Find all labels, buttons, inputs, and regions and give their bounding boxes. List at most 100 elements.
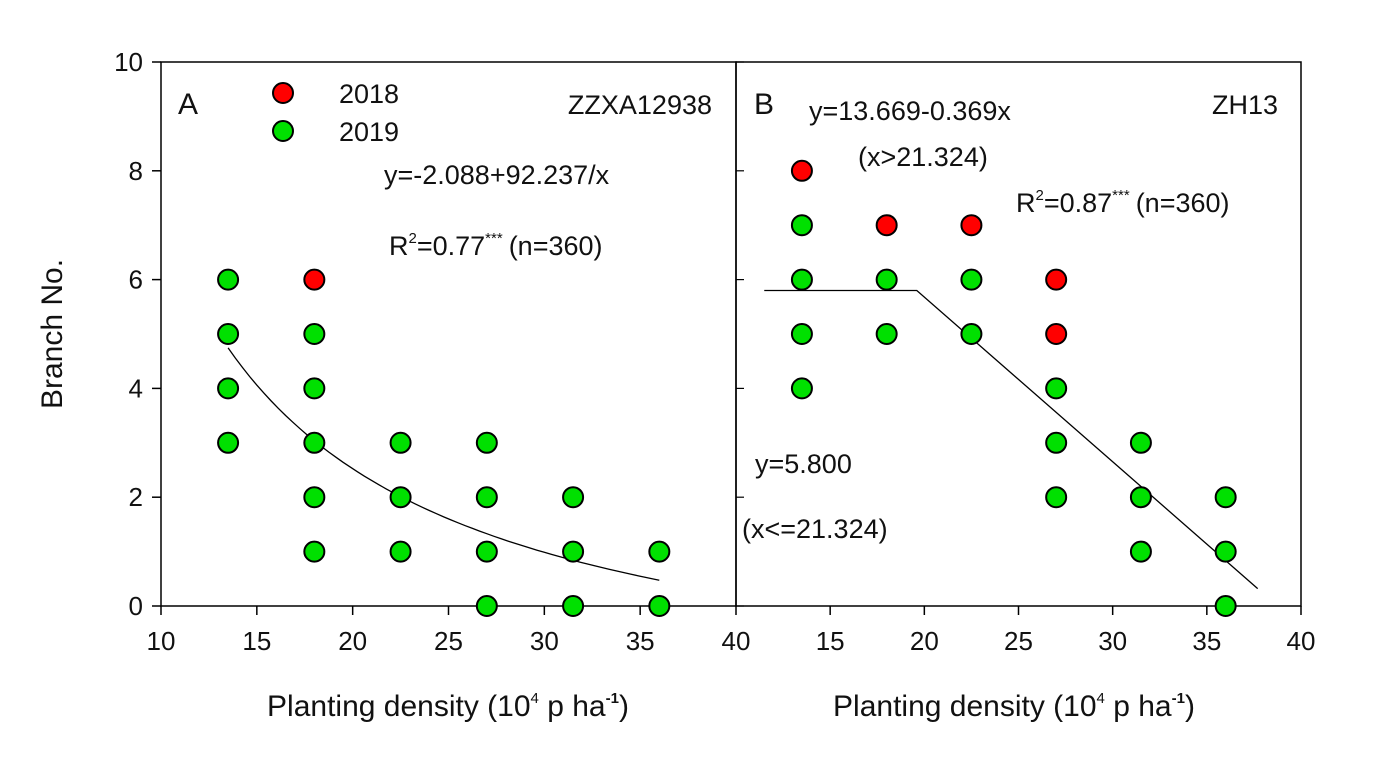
panel-a-xlabel-unit: p ha <box>539 690 606 723</box>
y-tick-label: 8 <box>129 156 143 186</box>
panel-b-point-2019 <box>960 323 983 345</box>
panel-a-r2-value: =0.77 <box>417 231 485 261</box>
panel-a-point-2019 <box>303 377 326 400</box>
panel-b-x-axis-title: Planting density (104 p ha-1) <box>833 690 1195 723</box>
panel-a-x-tick-label: 40 <box>722 626 751 656</box>
panel-a-x-tick-label: 20 <box>338 626 367 656</box>
panel-a-point-2019 <box>475 595 498 617</box>
panel-a-point-2019 <box>562 486 585 509</box>
panel-b-point-2019 <box>790 377 813 400</box>
panel-a-point-2019 <box>217 323 240 345</box>
panel-a-point-2019 <box>475 431 498 454</box>
panel-a-point-2019 <box>303 486 326 509</box>
panel-a-cultivar: ZZXA12938 <box>568 90 712 120</box>
panel-a-point-2019 <box>648 595 671 617</box>
panel-a-xlabel-unit-exp: -1 <box>606 690 619 707</box>
panel-b-point-2019 <box>1045 377 1068 400</box>
panel-b-x-tick-label: 15 <box>816 626 845 656</box>
panel-b-point-2019 <box>1214 540 1237 563</box>
y-axis-title: Branch No. <box>36 259 69 409</box>
panel-a-y-axis: 0 2 4 6 8 10 <box>114 47 161 621</box>
panel-b-xlabel-close: ) <box>1185 690 1195 723</box>
panel-a-xlabel-close: ) <box>619 690 629 723</box>
legend-label-2019: 2019 <box>339 117 399 147</box>
legend-label-2018: 2018 <box>339 79 399 109</box>
panel-a-xlabel-exp: 4 <box>531 690 539 707</box>
y-tick-label: 0 <box>129 591 143 621</box>
panel-b-point-2019 <box>1129 486 1152 509</box>
panel-a-point-2018 <box>303 268 326 291</box>
panel-b-point-2019 <box>1129 431 1152 454</box>
panel-b-r2-n: (n=360) <box>1136 188 1230 218</box>
panel-b-condition-lower: (x<=21.324) <box>742 514 888 544</box>
panel-a-r2-prefix: R <box>389 231 409 261</box>
panel-a-point-2019 <box>389 431 412 454</box>
panel-b-cultivar: ZH13 <box>1212 90 1278 120</box>
panel-b-point-2019 <box>1129 540 1152 563</box>
panel-b-point-2018 <box>875 214 898 237</box>
panel-b-r2-significance: *** <box>1112 187 1130 204</box>
panel-b-r2-prefix: R <box>1016 188 1036 218</box>
panel-a-point-2019 <box>475 486 498 509</box>
panel-b-x-tick-label: 40 <box>1287 626 1316 656</box>
panel-a-plot-area <box>160 61 737 607</box>
panel-a-x-axis: 10 15 20 25 30 35 40 <box>147 606 751 656</box>
panel-a-x-axis-title: Planting density (104 p ha-1) <box>267 690 629 723</box>
panel-a-x-tick-label: 30 <box>530 626 559 656</box>
panel-a-point-2019 <box>562 595 585 617</box>
panel-b-x-tick-label: 35 <box>1192 626 1221 656</box>
panel-a-xlabel-main: Planting density (10 <box>267 690 531 723</box>
panel-b-r2-power: 2 <box>1036 187 1044 204</box>
panel-a-r2-power: 2 <box>409 230 417 247</box>
panel-b-points <box>790 159 1237 617</box>
panel-a-x-tick-label: 10 <box>147 626 176 656</box>
panel-b-equation-upper: y=13.669-0.369x <box>809 96 1011 126</box>
panel-b-xlabel-exp: 4 <box>1097 690 1105 707</box>
panel-a-point-2019 <box>217 268 240 291</box>
panel-a-x-tick-label: 15 <box>242 626 271 656</box>
panel-a-x-tick-label: 25 <box>434 626 463 656</box>
legend-marker-2019 <box>272 120 294 142</box>
panel-a-point-2019 <box>389 486 412 509</box>
panel-a-r2-significance: *** <box>485 230 503 247</box>
panel-b-point-2019 <box>1214 595 1237 617</box>
panel-a-point-2019 <box>217 431 240 454</box>
panel-b-xlabel-unit-exp: -1 <box>1172 690 1185 707</box>
panel-b-point-2019 <box>875 323 898 345</box>
panel-a-fit-curve <box>227 347 660 581</box>
panel-a: 0 2 4 6 8 10 10 15 20 25 30 35 40 A ZZXA12938 2018 … <box>36 47 750 723</box>
panel-b-point-2019 <box>790 214 813 237</box>
panel-b-point-2018 <box>790 159 813 182</box>
panel-a-r2-n: (n=360) <box>509 231 603 261</box>
legend: 2018 2019 <box>272 79 399 147</box>
panel-b: 15 20 25 30 35 40 B ZH13 y=13.669-0.369x (x>2… <box>735 61 1316 723</box>
panel-b-x-tick-label: 20 <box>910 626 939 656</box>
panel-b-letter: B <box>754 88 774 121</box>
panel-a-point-2019 <box>303 540 326 563</box>
panel-a-point-2019 <box>475 540 498 563</box>
panel-a-x-tick-label: 35 <box>626 626 655 656</box>
panel-b-point-2019 <box>790 323 813 345</box>
panel-a-point-2019 <box>562 540 585 563</box>
y-tick-label: 4 <box>129 373 143 403</box>
panel-b-point-2019 <box>960 268 983 291</box>
panel-a-r2: R2=0.77*** (n=360) <box>389 230 603 261</box>
panel-b-x-tick-label: 30 <box>1098 626 1127 656</box>
legend-marker-2018 <box>272 82 294 104</box>
panel-a-point-2019 <box>303 323 326 345</box>
panel-b-y-ticks <box>736 61 744 607</box>
panel-b-point-2019 <box>790 268 813 291</box>
panel-b-point-2018 <box>960 214 983 237</box>
panel-a-point-2019 <box>217 377 240 400</box>
panel-a-letter: A <box>178 88 198 121</box>
y-tick-label: 6 <box>129 265 143 295</box>
panel-a-point-2019 <box>648 540 671 563</box>
panel-b-condition-upper: (x>21.324) <box>858 142 988 172</box>
panel-b-point-2019 <box>1045 431 1068 454</box>
panel-a-points <box>217 268 671 617</box>
panel-a-point-2019 <box>389 540 412 563</box>
panel-b-point-2019 <box>1214 486 1237 509</box>
panel-b-xlabel-main: Planting density (10 <box>833 690 1097 723</box>
panel-b-r2: R2=0.87*** (n=360) <box>1016 187 1230 218</box>
